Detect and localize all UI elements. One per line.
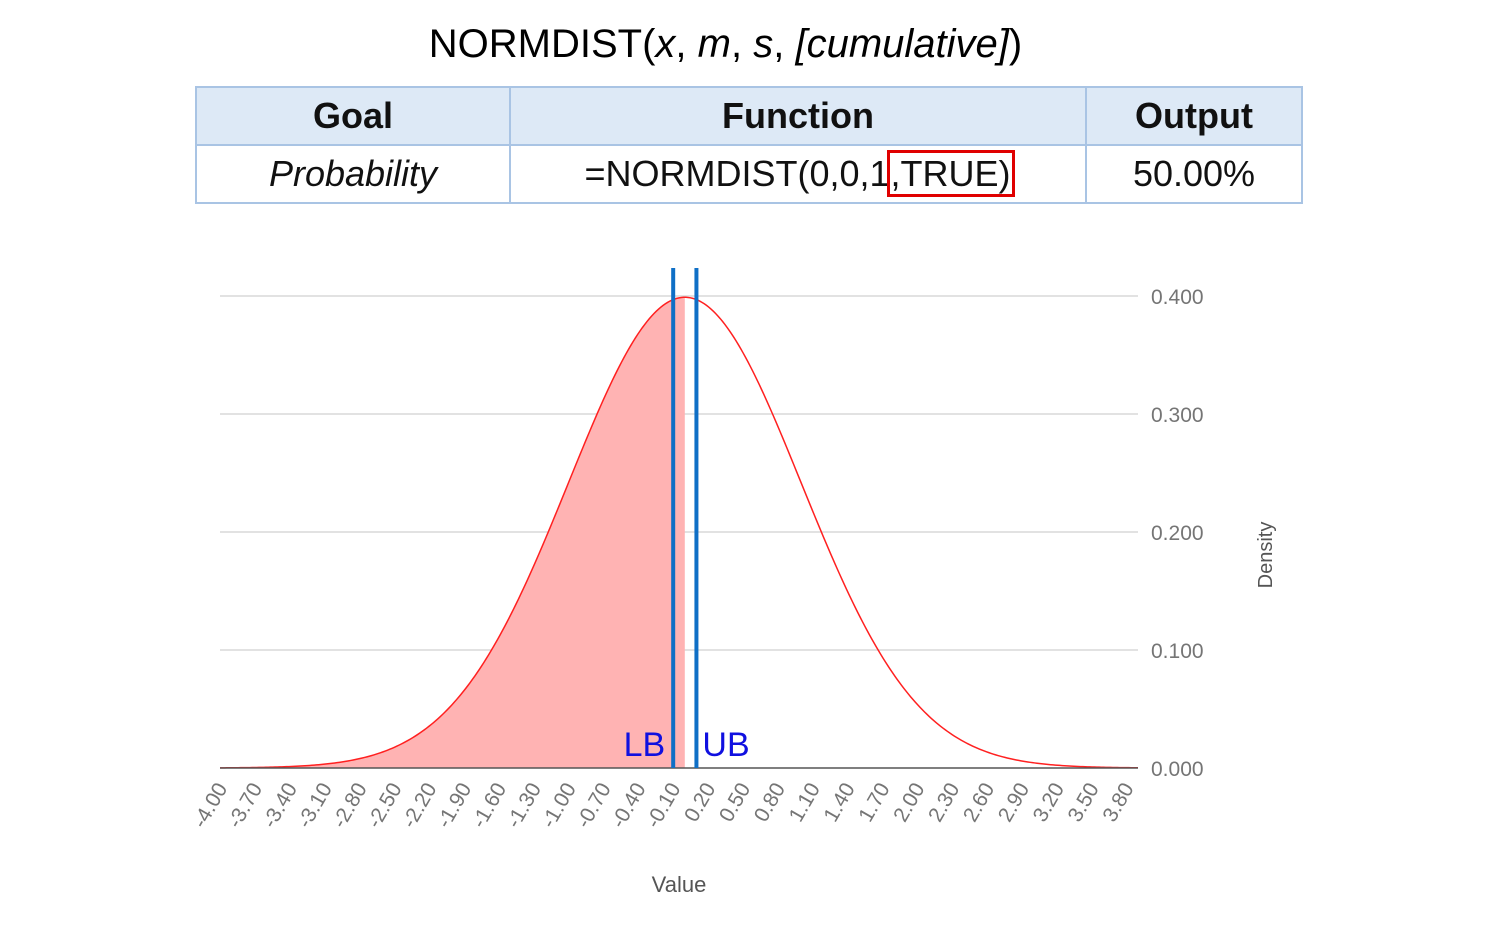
table-header-row: Goal Function Output (195, 86, 1303, 146)
x-tick-label: -1.90 (432, 779, 476, 832)
header-output: Output (1085, 86, 1303, 146)
bound-lines: LB UB (624, 268, 750, 768)
title-arg-cumulative: [cumulative] (795, 22, 1009, 66)
x-tick-label: 3.50 (1063, 779, 1103, 826)
title-func: NORMDIST( (428, 22, 656, 66)
x-tick-label: -4.00 (188, 779, 232, 832)
x-tick-label: 1.40 (819, 779, 859, 826)
title-arg-m: m (697, 22, 731, 66)
x-tick-label: -3.40 (258, 779, 302, 832)
header-function: Function (509, 86, 1087, 146)
cell-output: 50.00% (1085, 144, 1303, 204)
y-tick-label: 0.300 (1151, 404, 1204, 427)
y-tick-labels: 0.000 0.100 0.200 0.300 0.400 (1151, 286, 1204, 781)
function-table: Goal Function Output Probability =NORMDI… (195, 86, 1303, 204)
formula-title: NORMDIST(x, m, s, [cumulative]) (0, 22, 1451, 67)
header-goal: Goal (195, 86, 511, 146)
x-axis-label: Value (652, 872, 707, 897)
y-axis-label: Density (1255, 522, 1277, 589)
x-tick-label: 2.30 (924, 779, 964, 826)
x-tick-label: 2.60 (959, 779, 999, 826)
x-tick-label: 1.10 (785, 779, 825, 826)
x-tick-label: -2.80 (328, 779, 372, 832)
x-tick-label: -0.40 (607, 779, 651, 832)
x-tick-label: 2.00 (889, 779, 929, 826)
cell-function: =NORMDIST(0,0,1,TRUE) (509, 144, 1087, 204)
x-tick-label: -2.20 (398, 779, 442, 832)
function-highlight: ,TRUE) (886, 150, 1015, 197)
title-arg-s: s (753, 22, 774, 66)
x-tick-label: 1.70 (854, 779, 894, 826)
x-tick-label: -0.70 (572, 779, 616, 832)
bound-label-lb: LB (624, 726, 666, 764)
x-tick-label: -3.70 (223, 779, 267, 832)
x-tick-label: -3.10 (293, 779, 337, 832)
bound-label-ub: UB (702, 726, 749, 764)
x-tick-label: 2.90 (994, 779, 1034, 826)
y-tick-label: 0.100 (1151, 640, 1204, 663)
title-sep2: , (730, 22, 754, 66)
cell-goal: Probability (195, 144, 511, 204)
title-sep1: , (675, 22, 698, 66)
cumulative-area (220, 297, 685, 768)
x-tick-label: -1.30 (502, 779, 546, 832)
y-tick-label: 0.200 (1151, 522, 1204, 545)
x-tick-label: 3.80 (1098, 779, 1138, 826)
title-close: ) (1008, 22, 1023, 66)
x-tick-label: -0.10 (642, 779, 686, 832)
title-arg-x: x (655, 22, 676, 66)
x-tick-label: 0.80 (750, 779, 790, 826)
table-row: Probability =NORMDIST(0,0,1,TRUE) 50.00% (195, 144, 1303, 204)
y-tick-label: 0.000 (1151, 758, 1204, 781)
x-tick-label: 3.20 (1029, 779, 1069, 826)
density-curve (219, 296, 1139, 769)
x-tick-label: 0.50 (715, 779, 755, 826)
x-tick-label: -1.60 (467, 779, 511, 832)
x-tick-labels: -4.00-3.70-3.40-3.10-2.80-2.50-2.20-1.90… (188, 779, 1138, 832)
title-sep3: , (773, 22, 796, 66)
x-tick-label: -2.50 (363, 779, 407, 832)
x-tick-label: 0.20 (680, 779, 720, 826)
y-tick-label: 0.400 (1151, 286, 1204, 309)
function-prefix: =NORMDIST(0,0,1 (584, 153, 890, 194)
x-tick-label: -1.00 (537, 779, 581, 832)
